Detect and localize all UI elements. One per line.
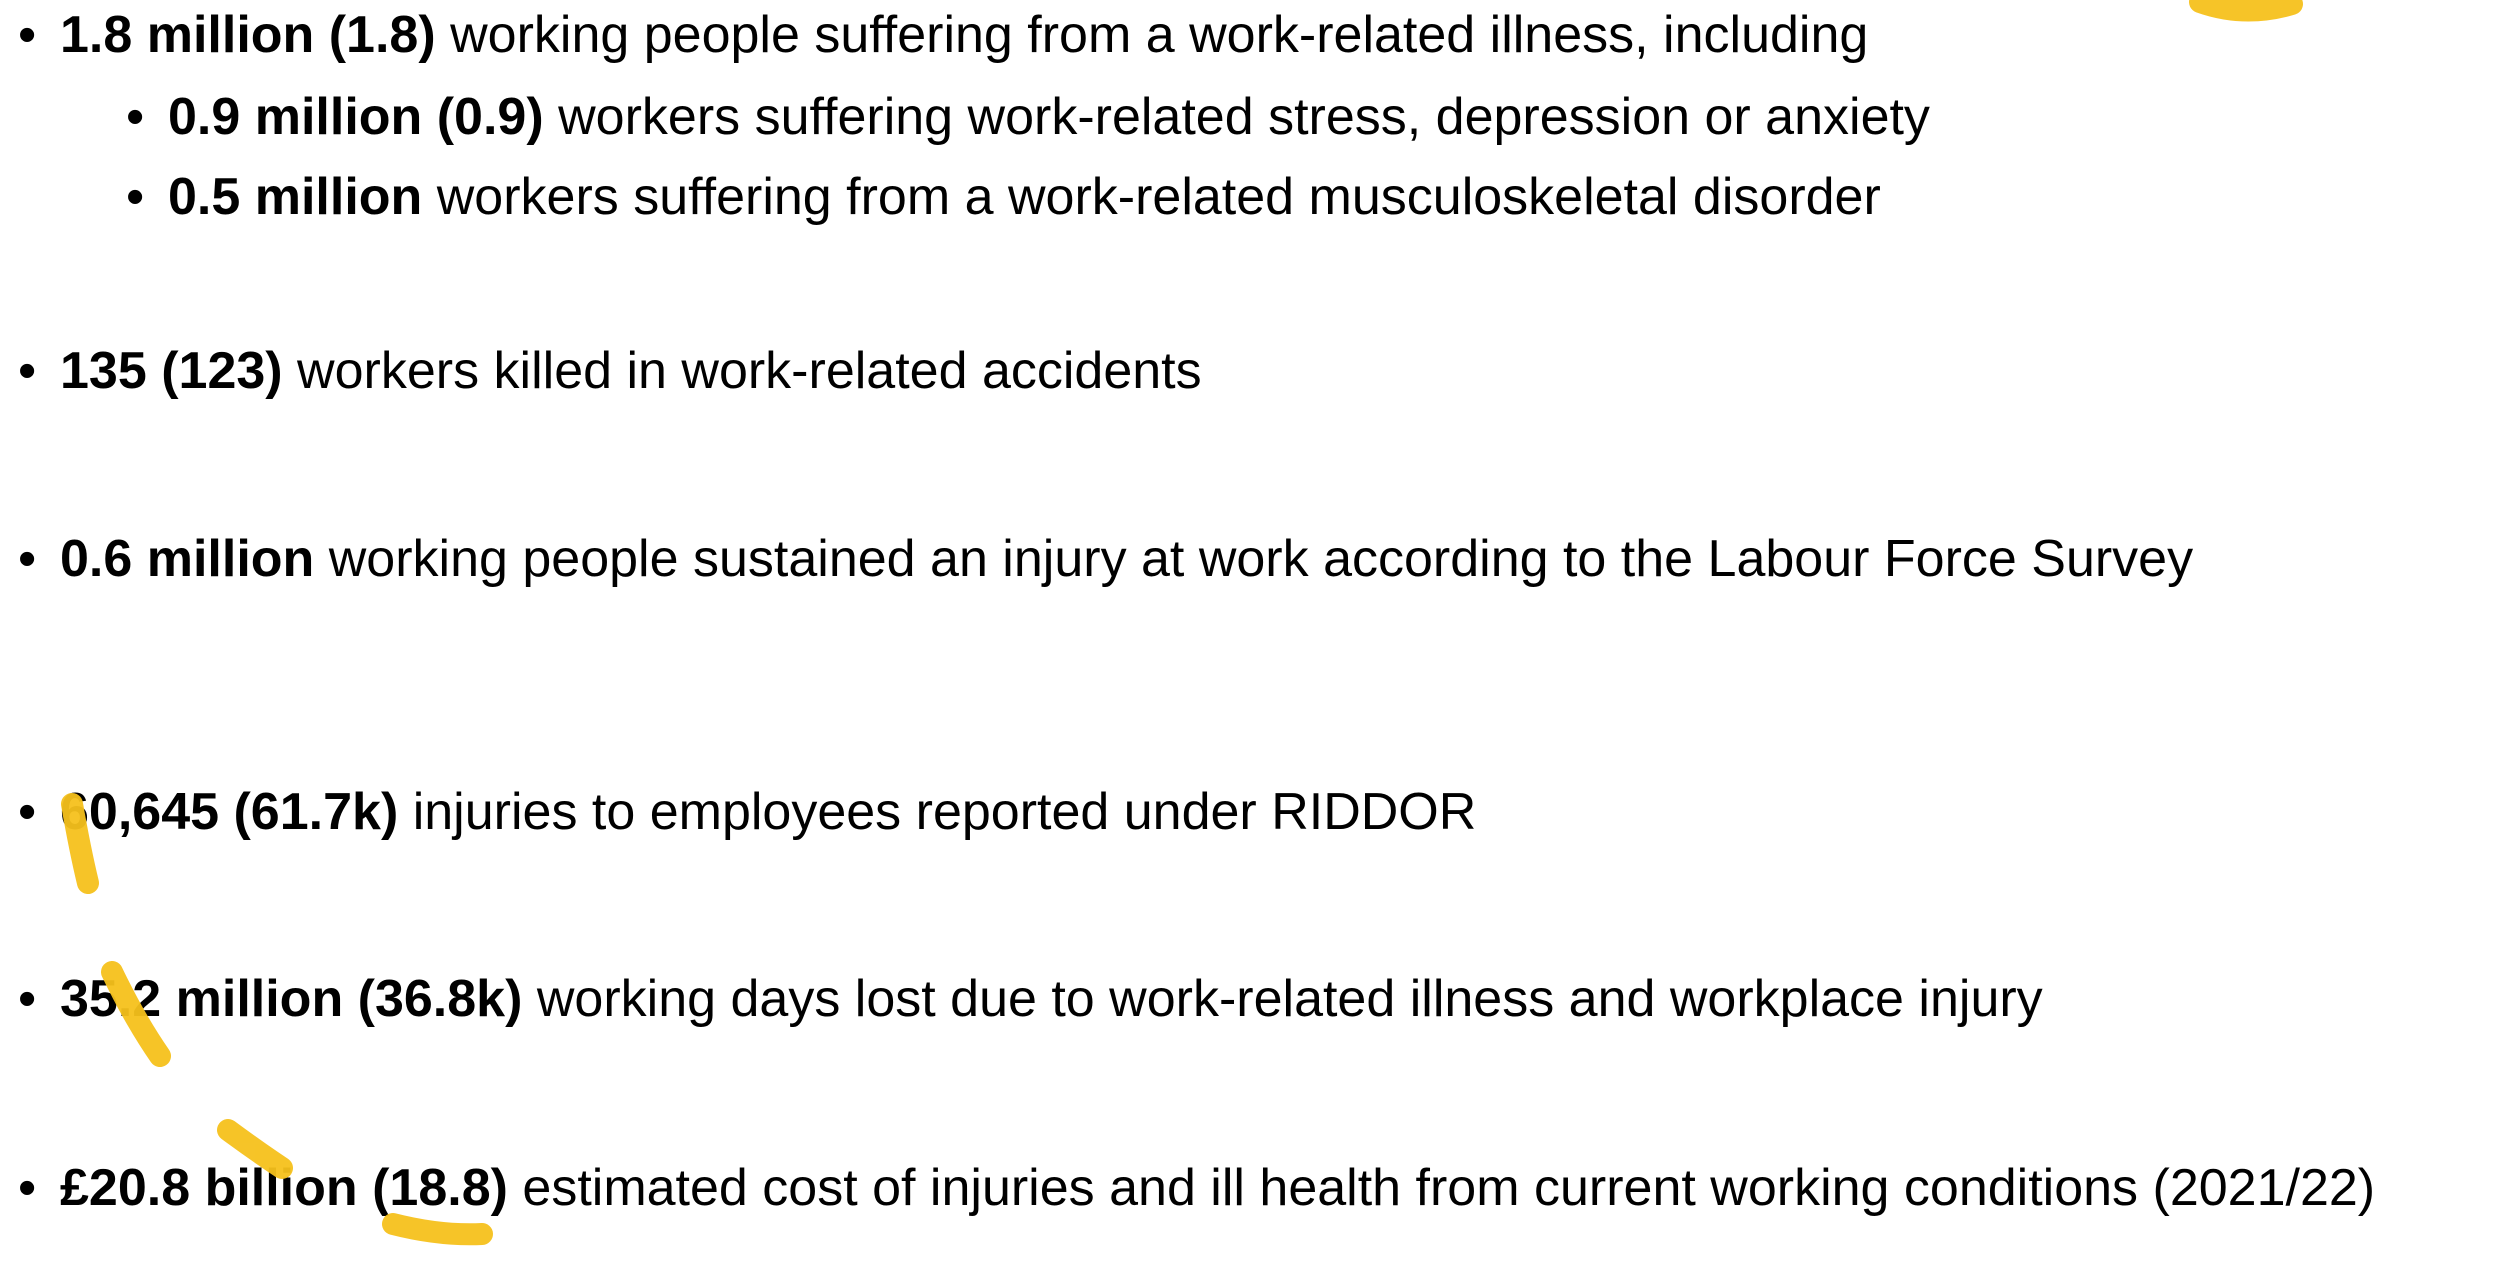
pen-stroke <box>382 1213 493 1246</box>
bullet-item: • 135 (123) workers killed in work-relate… <box>18 338 2480 404</box>
bold-figure: 0.9 million (0.9) <box>168 88 544 146</box>
item-text: workers suffering from a work-related mu… <box>422 168 1881 226</box>
item-text: estimated cost of injuries and ill healt… <box>507 1159 2376 1217</box>
bullet: • <box>18 970 37 1028</box>
item-text: workers suffering work-related stress, d… <box>543 88 1930 146</box>
bullet: • <box>126 168 145 226</box>
bullet-item: • 1.8 million (1.8) working people suffer… <box>18 2 2480 68</box>
bold-figure: £20.8 billion (18.8) <box>60 1159 508 1217</box>
bullet-item: • 60,645 (61.7k) injuries to employees re… <box>18 779 2480 845</box>
bold-figure: 1.8 million (1.8) <box>60 6 436 64</box>
bullet-item: • £20.8 billion (18.8) estimated cost of … <box>18 1155 2480 1221</box>
bold-figure: 60,645 (61.7k) <box>60 783 399 841</box>
bullet-item: • 0.6 million working people sustained an… <box>18 526 2480 592</box>
item-text: working people sustained an injury at wo… <box>314 530 2194 588</box>
item-text: working people suffering from a work-rel… <box>435 6 1869 64</box>
bullet: • <box>18 530 37 588</box>
bold-figure: 0.5 million <box>168 168 423 226</box>
item-text: injuries to employees reported under RID… <box>398 783 1477 841</box>
bullet: • <box>18 342 37 400</box>
bullet: • <box>18 783 37 841</box>
bold-figure: 0.6 million <box>60 530 315 588</box>
bold-figure: 135 (123) <box>60 342 283 400</box>
item-text: working days lost due to work-related il… <box>522 970 2043 1028</box>
item-text: workers killed in work-related accidents <box>282 342 1202 400</box>
bullet: • <box>18 6 37 64</box>
bold-figure: 35.2 million (36.8k) <box>60 970 523 1028</box>
bullet: • <box>18 1159 37 1217</box>
bullet-item: • 0.5 million workers suffering from a wo… <box>126 164 2478 230</box>
bullet-item: • 35.2 million (36.8k) working days lost … <box>18 966 2480 1032</box>
bullet: • <box>126 88 145 146</box>
bullet-item: • 0.9 million (0.9) workers suffering wor… <box>126 84 2478 150</box>
